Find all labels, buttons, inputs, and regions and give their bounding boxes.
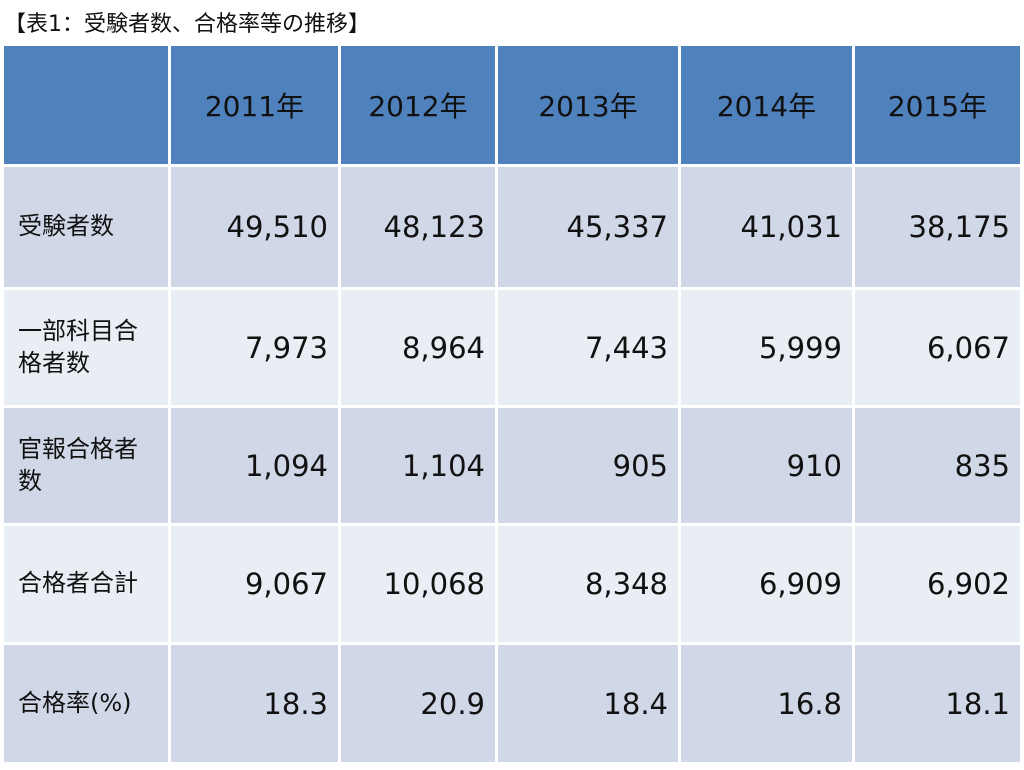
row-label: 受験者数	[4, 167, 168, 287]
value-cell: 48,123	[341, 167, 495, 287]
value-cell: 38,175	[855, 167, 1020, 287]
row-label: 合格率(%)	[4, 645, 168, 762]
value-cell: 45,337	[498, 167, 678, 287]
table-title: 【表1：受験者数、合格率等の推移】	[4, 12, 370, 37]
value-cell: 6,067	[855, 290, 1020, 405]
value-cell: 6,902	[855, 526, 1020, 642]
value-cell: 7,443	[498, 290, 678, 405]
row-label: 合格者合計	[4, 526, 168, 642]
value-cell: 9,067	[171, 526, 338, 642]
value-cell: 7,973	[171, 290, 338, 405]
value-cell: 905	[498, 408, 678, 523]
row-label: 官報合格者数	[4, 408, 168, 523]
header-cell: 2013年	[498, 46, 678, 164]
header-cell: 2014年	[681, 46, 852, 164]
header-cell: 2015年	[855, 46, 1020, 164]
value-cell: 18.4	[498, 645, 678, 762]
value-cell: 41,031	[681, 167, 852, 287]
value-cell: 5,999	[681, 290, 852, 405]
header-cell: 2012年	[341, 46, 495, 164]
header-cell: 2011年	[171, 46, 338, 164]
value-cell: 8,348	[498, 526, 678, 642]
row-label: 一部科目合格者数	[4, 290, 168, 405]
value-cell: 910	[681, 408, 852, 523]
value-cell: 16.8	[681, 645, 852, 762]
header-cell	[4, 46, 168, 164]
value-cell: 49,510	[171, 167, 338, 287]
value-cell: 18.3	[171, 645, 338, 762]
value-cell: 18.1	[855, 645, 1020, 762]
value-cell: 1,094	[171, 408, 338, 523]
value-cell: 6,909	[681, 526, 852, 642]
value-cell: 1,104	[341, 408, 495, 523]
value-cell: 10,068	[341, 526, 495, 642]
value-cell: 835	[855, 408, 1020, 523]
value-cell: 20.9	[341, 645, 495, 762]
value-cell: 8,964	[341, 290, 495, 405]
